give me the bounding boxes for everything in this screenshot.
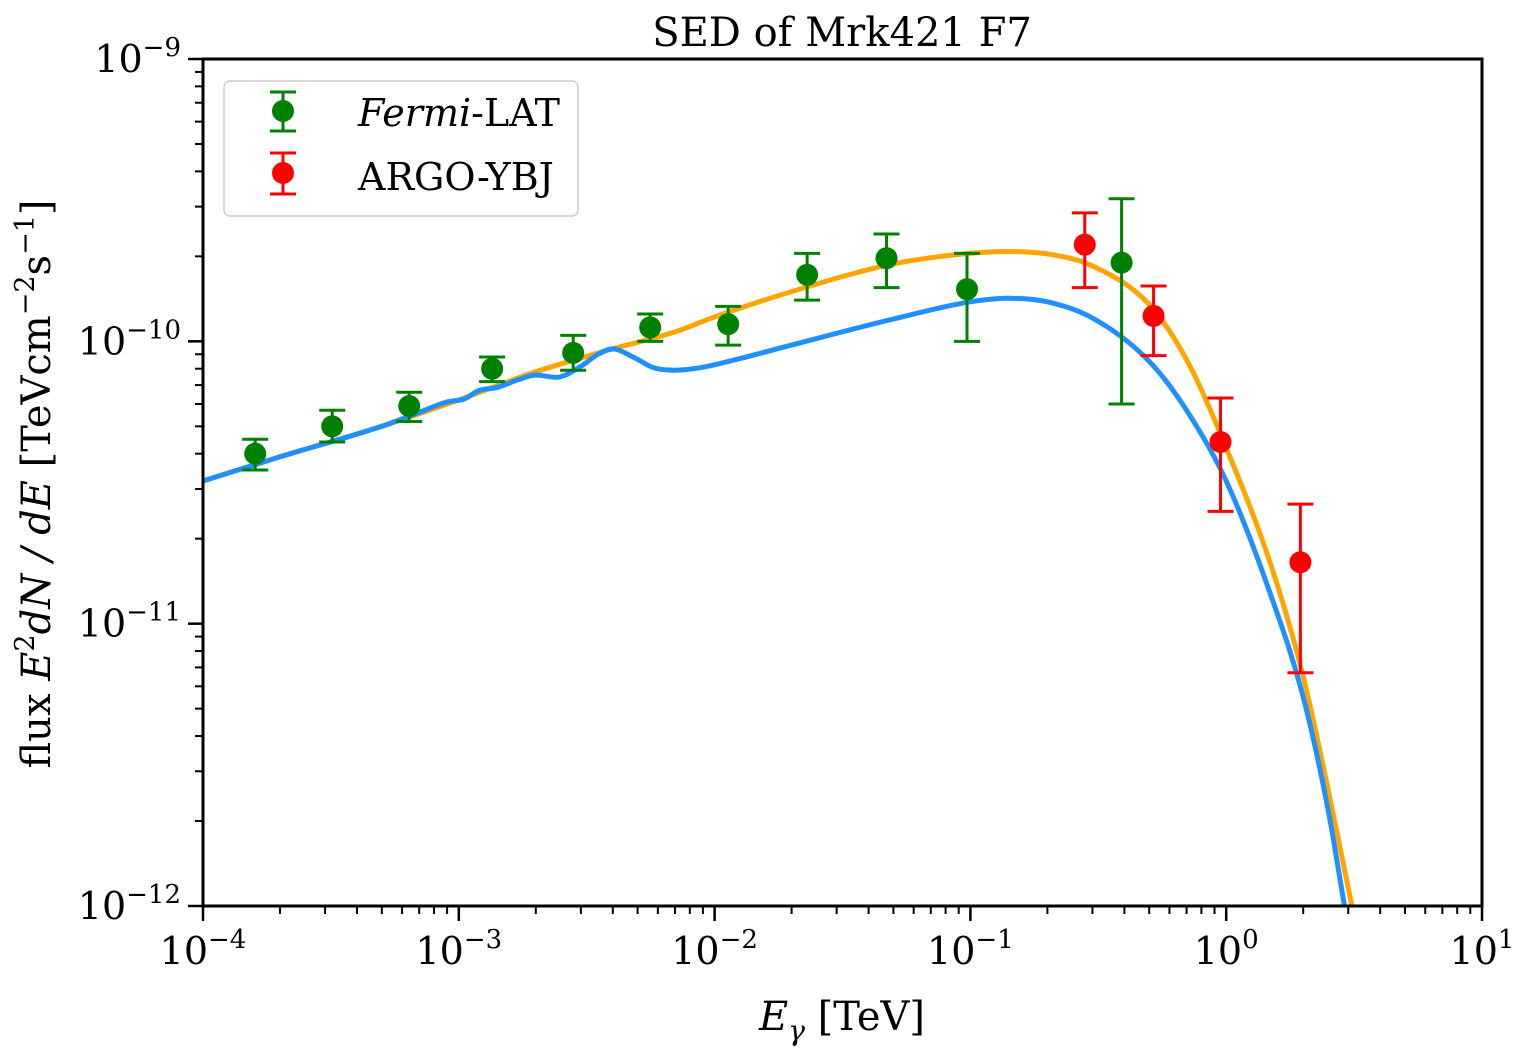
y-axis-label-sup2: −2	[10, 275, 41, 315]
legend-marker-argo	[270, 151, 296, 196]
marker	[244, 442, 267, 465]
marker	[481, 357, 504, 380]
x-tick-label-1: 10−3	[415, 925, 502, 973]
marker	[1289, 551, 1312, 574]
marker	[875, 247, 898, 270]
data-point-fermi-lat-10	[1108, 197, 1135, 406]
data-point-fermi-lat-5	[637, 312, 664, 343]
y-axis-label-unit-close: ]	[14, 200, 60, 216]
legend: Fermi-LAT ARGO-YBJ	[223, 80, 579, 217]
legend-label-fermi: Fermi-LAT	[357, 91, 560, 135]
marker	[1073, 233, 1096, 256]
y-axis-label-sup1: 2	[10, 634, 41, 651]
x-tick-label-0: 10−4	[160, 925, 247, 973]
marker	[1209, 430, 1232, 453]
plot-area	[203, 197, 1355, 906]
data-point-fermi-lat-8	[873, 232, 900, 290]
y-tick-label-2: 10−10	[78, 315, 181, 363]
legend-frame	[223, 80, 579, 217]
legend-marker-fermi	[270, 90, 296, 133]
data-point-fermi-lat-1	[319, 408, 346, 444]
x-axis-label-symbol: E	[758, 994, 788, 1040]
y-tick-label-3: 10−9	[94, 33, 181, 81]
y-axis-label-unit-open: [TeVcm	[14, 315, 60, 480]
x-tick-label-2: 10−2	[671, 925, 758, 973]
x-tick-label-3: 10−1	[927, 925, 1014, 973]
data-point-fermi-lat-7	[794, 251, 821, 302]
data-point-fermi-lat-6	[715, 304, 742, 347]
data-point-fermi-lat-9	[954, 251, 981, 343]
data-point-fermi-lat-4	[560, 333, 587, 372]
x-axis-label: Eγ [TeV]	[758, 994, 925, 1047]
chart-title: SED of Mrk421 F7	[652, 10, 1032, 56]
marker	[1142, 304, 1165, 327]
x-axis: 10−4 10−3 10−2 10−1 100 101	[160, 906, 1515, 973]
data-point-fermi-lat-2	[396, 390, 423, 424]
data-point-argo-ybj-0	[1071, 211, 1098, 290]
data-point-fermi-lat-3	[479, 355, 506, 384]
legend-label-argo: ARGO-YBJ	[357, 155, 554, 199]
marker	[321, 415, 344, 438]
marker	[796, 263, 819, 286]
marker	[717, 313, 740, 336]
data-point-fermi-lat-0	[242, 437, 269, 472]
y-axis-label-prefix: flux	[14, 681, 60, 769]
plot-frame	[201, 57, 1484, 908]
y-axis-label-main: E	[14, 652, 60, 682]
y-tick-label-0: 10−12	[78, 880, 181, 928]
y-axis-label-unit-mid: s	[14, 255, 60, 276]
x-axis-label-unit: [TeV]	[818, 994, 925, 1040]
data-point-argo-ybj-1	[1140, 284, 1167, 358]
y-axis-label-rest: dN / dE	[14, 480, 60, 634]
y-tick-label-1: 10−11	[78, 598, 181, 646]
x-tick-label-4: 100	[1194, 925, 1259, 973]
y-axis-label: flux E2dN / dE [TeVcm−2s−1]	[10, 200, 60, 769]
marker	[562, 341, 585, 364]
data-point-argo-ybj-3	[1287, 502, 1314, 675]
marker	[398, 395, 421, 418]
x-axis-label-subscript: γ	[788, 1014, 805, 1047]
data-point-argo-ybj-2	[1207, 396, 1234, 513]
marker	[639, 316, 662, 339]
curve-model-blue	[203, 295, 1347, 906]
y-axis: 10−12 10−11 10−10 10−9	[78, 33, 203, 928]
marker	[956, 278, 979, 301]
x-tick-label-5: 101	[1450, 925, 1515, 973]
y-axis-label-sup3: −1	[10, 215, 41, 255]
marker	[1110, 251, 1133, 274]
